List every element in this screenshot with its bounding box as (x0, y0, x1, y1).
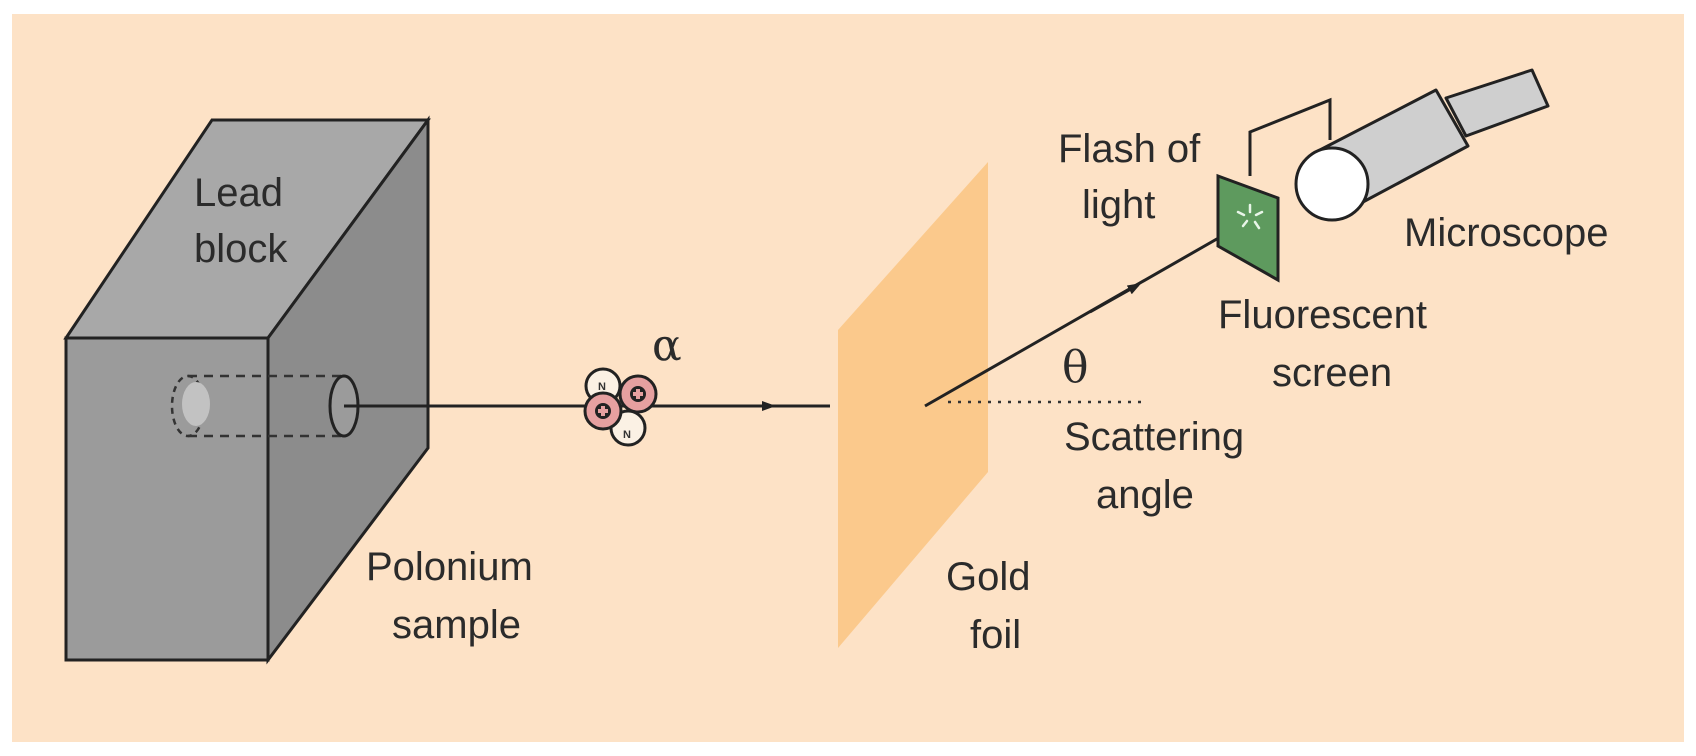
lead-block-label-line1: Lead (194, 171, 283, 215)
screen-microscope-bracket (1248, 97, 1332, 176)
microscope-icon (1294, 68, 1550, 222)
fluorescent-screen-label-line1: Fluorescent (1218, 293, 1427, 337)
plus-icon (630, 386, 646, 402)
theta-label: θ (1062, 342, 1089, 393)
alpha-label: α (652, 320, 682, 371)
neutron-symbol-bottom: N (623, 429, 631, 441)
alpha-particle: N N (583, 367, 658, 447)
polonium-label-line2: sample (392, 603, 521, 647)
polonium-source-blob (182, 382, 210, 426)
gold-foil-label-line2: foil (970, 613, 1021, 657)
neutron-symbol-top: N (598, 381, 606, 393)
polonium-label-line1: Polonium (366, 545, 533, 589)
fluorescent-screen (1216, 173, 1280, 283)
scattered-ray-arrow (1089, 283, 1142, 314)
gold-foil-sheet (838, 162, 988, 648)
lead-block-label-line2: block (194, 227, 288, 271)
scattering-angle-label-line2: angle (1096, 473, 1194, 517)
plus-icon (595, 403, 611, 419)
microscope-objective-lens (1294, 146, 1370, 222)
flash-of-light-label-line1: Flash of (1058, 127, 1201, 171)
microscope-label: Microscope (1404, 211, 1609, 255)
flash-of-light-sparkle (1236, 203, 1264, 230)
fluorescent-screen-label-line2: screen (1272, 351, 1392, 395)
gold-foil-label-line1: Gold (946, 555, 1031, 599)
scattered-ray (924, 218, 1251, 408)
scattering-angle-label-line1: Scattering (1064, 415, 1244, 459)
lead-block-front-face (64, 336, 270, 662)
microscope-eyepiece (1444, 68, 1550, 138)
lead-block (63, 115, 431, 665)
flash-of-light-label-line2: light (1082, 183, 1155, 227)
